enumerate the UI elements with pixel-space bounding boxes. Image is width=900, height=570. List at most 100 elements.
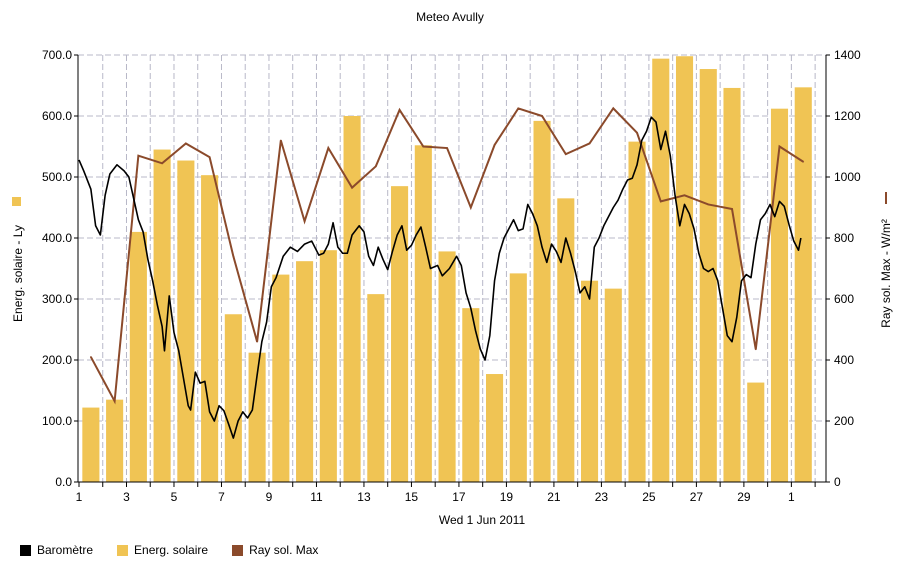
x-tick-label: 1 (76, 490, 83, 504)
bar-energ-solaire (82, 407, 100, 482)
point-ray-sol-max (303, 220, 306, 223)
bar-energ-solaire (770, 108, 789, 483)
legend-label-ray-sol-max: Ray sol. Max (249, 543, 319, 557)
x-tick-label: 17 (452, 490, 466, 504)
x-tick-label: 13 (357, 490, 371, 504)
legend-label-barometre: Baromètre (37, 543, 94, 557)
legend-item-ray-sol-max: Ray sol. Max (232, 543, 318, 557)
y-right-tick-label: 0 (834, 475, 841, 489)
bar-energ-solaire (343, 116, 361, 482)
bar-energ-solaire (106, 399, 124, 482)
bar-energ-solaire (319, 250, 337, 482)
legend-label-energ-solaire: Energ. solaire (134, 543, 209, 557)
point-ray-sol-max (280, 139, 282, 142)
bars (82, 56, 812, 483)
point-ray-sol-max (612, 107, 615, 110)
bar-energ-solaire (675, 56, 694, 482)
bar-energ-solaire (628, 141, 646, 482)
x-axis-label: Wed 1 Jun 2011 (439, 513, 526, 527)
point-ray-sol-max (256, 340, 258, 343)
point-ray-sol-max (208, 156, 211, 158)
x-tick-label: 9 (266, 490, 273, 504)
point-ray-sol-max (754, 348, 757, 351)
x-tick-label: 27 (690, 490, 704, 504)
bar-energ-solaire (604, 288, 622, 482)
point-ray-sol-max (731, 208, 733, 210)
point-ray-sol-max (802, 160, 805, 163)
y-left-tick-label: 400.0 (42, 231, 72, 245)
y-right-tick-label: 1400 (834, 48, 861, 62)
y-axis-left-label: Energ. solaire - Ly (11, 225, 25, 322)
legend-swatch-ray-sol-max (232, 544, 244, 556)
bar-energ-solaire (438, 251, 456, 482)
bar-energ-solaire (391, 186, 409, 482)
point-ray-sol-max (232, 255, 235, 258)
x-tick-label: 21 (547, 490, 561, 504)
point-ray-sol-max (564, 153, 567, 155)
bar-energ-solaire (794, 87, 812, 482)
bar-energ-solaire (414, 145, 432, 482)
x-tick-label: 19 (500, 490, 514, 504)
bar-energ-solaire (129, 231, 147, 482)
legend: Baromètre Energ. solaire Ray sol. Max (20, 543, 342, 557)
y-right-tick-label: 1200 (834, 109, 861, 123)
bar-energ-solaire (224, 314, 242, 482)
bar-energ-solaire (533, 120, 551, 482)
point-ray-sol-max (707, 203, 710, 206)
legend-item-energ-solaire: Energ. solaire (117, 543, 208, 557)
bar-energ-solaire (509, 273, 527, 482)
y-right-tick-label: 800 (834, 231, 854, 245)
y-left-tick-label: 300.0 (42, 292, 72, 306)
bar-energ-solaire (248, 352, 266, 482)
y-left-tick-label: 700.0 (42, 48, 72, 62)
x-tick-label: 7 (218, 490, 225, 504)
point-ray-sol-max (90, 356, 92, 358)
y-right-tick-label: 400 (834, 353, 854, 367)
bar-energ-solaire (153, 149, 171, 483)
point-ray-sol-max (778, 145, 781, 148)
y-axis-right-label: Ray sol. Max - W/m² (879, 219, 893, 328)
point-ray-sol-max (541, 115, 543, 117)
bar-energ-solaire (296, 261, 314, 482)
bar-energ-solaire (557, 198, 575, 482)
point-ray-sol-max (398, 109, 401, 111)
point-ray-sol-max (517, 107, 520, 110)
point-ray-sol-max (588, 142, 591, 145)
y-right-tick-label: 200 (834, 414, 854, 428)
y-left-tick-label: 100.0 (42, 414, 72, 428)
x-tick-label: 25 (642, 490, 656, 504)
bar-energ-solaire (723, 87, 741, 482)
x-tick-label: 1 (788, 490, 795, 504)
grid (78, 54, 826, 482)
bar-energ-solaire (652, 58, 670, 482)
x-tick-label: 29 (737, 490, 751, 504)
x-tick-label: 5 (171, 490, 178, 504)
y-right-tick-label: 600 (834, 292, 854, 306)
bar-energ-solaire (177, 160, 195, 482)
x-tick-label: 23 (595, 490, 609, 504)
line-barometre (78, 116, 802, 439)
point-ray-sol-max (422, 145, 425, 148)
bar-energ-solaire (201, 175, 219, 483)
point-ray-sol-max (659, 200, 662, 203)
point-ray-sol-max (351, 186, 353, 189)
x-tick-label: 11 (310, 490, 323, 504)
point-ray-sol-max (327, 147, 330, 149)
y-axis-left-marker (12, 197, 21, 206)
x-tick-label: 3 (123, 490, 130, 504)
bar-energ-solaire (486, 374, 504, 482)
point-ray-sol-max (185, 142, 187, 145)
bar-energ-solaire (462, 308, 480, 482)
x-tick-label: 15 (405, 490, 419, 504)
point-ray-sol-max (636, 131, 638, 134)
point-ray-sol-max (113, 400, 116, 402)
legend-swatch-barometre (20, 544, 31, 556)
axes (74, 54, 830, 487)
legend-swatch-energ-solaire (117, 544, 129, 556)
bar-energ-solaire (580, 280, 599, 482)
chart: Meteo Avully 0.0100.0200.0300.0400.0500.… (11, 10, 893, 527)
point-ray-sol-max (683, 194, 686, 197)
point-ray-sol-max (493, 144, 496, 146)
y-left-tick-label: 200.0 (42, 353, 72, 367)
point-ray-sol-max (446, 147, 448, 149)
